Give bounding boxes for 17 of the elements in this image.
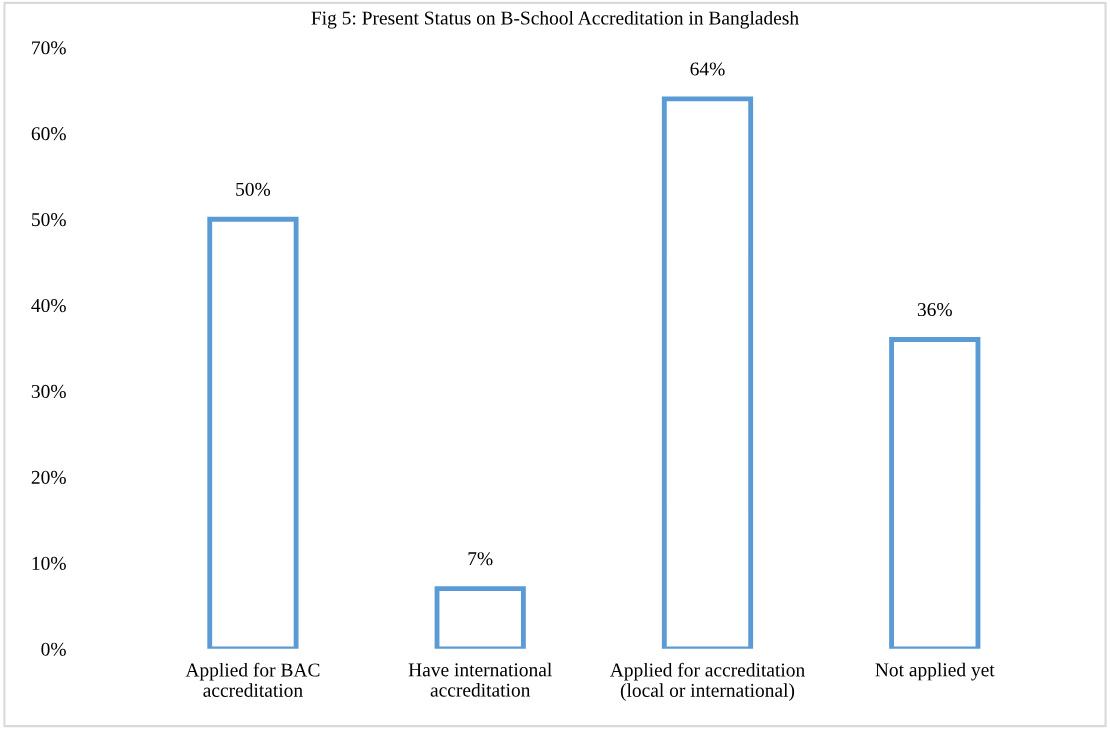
y-tick-label: 60% bbox=[31, 127, 66, 141]
data-label: 50% bbox=[236, 182, 271, 196]
chart-title: Fig 5: Present Status on B-School Accreditation in Bangladesh bbox=[311, 10, 799, 29]
y-tick-label: 50% bbox=[32, 213, 66, 227]
data-label: 64% bbox=[690, 62, 725, 76]
x-tick-label: Not applied yet bbox=[875, 662, 995, 681]
x-tick-label: Applied for BAC accreditation bbox=[185, 662, 320, 697]
y-tick-label: 70% bbox=[32, 41, 66, 55]
data-label: 36% bbox=[917, 302, 952, 317]
y-tick-label: 10% bbox=[32, 556, 66, 570]
x-tick-label: Have international accreditation bbox=[408, 662, 552, 697]
x-tick-label: Applied for accreditation (local or international) bbox=[609, 662, 805, 701]
y-tick-label: 30% bbox=[31, 384, 66, 399]
y-tick-label: 20% bbox=[31, 470, 66, 484]
y-tick-label: 0% bbox=[41, 642, 66, 656]
data-label: 7% bbox=[468, 552, 493, 566]
y-tick-label: 40% bbox=[31, 298, 66, 313]
